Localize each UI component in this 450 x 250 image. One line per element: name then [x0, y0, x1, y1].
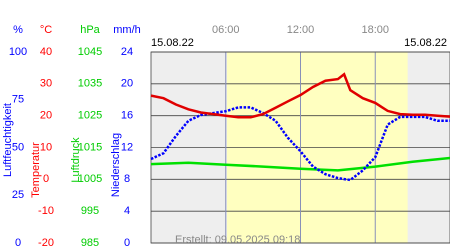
y-tick-label: 4 — [124, 205, 130, 217]
y-tick-label: 1005 — [78, 173, 102, 185]
y-tick-label: 75 — [12, 94, 24, 106]
y-tick-label: 100 — [9, 46, 27, 58]
axis-label: Luftfeuchtigkeit — [2, 103, 14, 177]
date-left: 15.08.22 — [151, 37, 194, 49]
axis-unit: % — [13, 24, 23, 36]
x-tick-label: 12:00 — [287, 24, 315, 36]
y-tick-label: 30 — [40, 78, 52, 90]
y-tick-label: 1025 — [78, 110, 102, 122]
axis-unit: hPa — [80, 24, 100, 36]
y-tick-label: 1035 — [78, 78, 102, 90]
y-tick-label: 985 — [81, 237, 99, 249]
y-tick-label: 8 — [124, 173, 130, 185]
x-tick-label: 18:00 — [361, 24, 389, 36]
plot-frame — [150, 51, 450, 244]
series-line — [150, 106, 450, 182]
y-tick-label: -10 — [38, 205, 54, 217]
plot-area — [150, 51, 450, 244]
y-tick-label: 0 — [15, 237, 21, 249]
series-line — [150, 72, 450, 119]
y-tick-label: 10 — [40, 141, 52, 153]
y-tick-label: 20 — [40, 110, 52, 122]
y-tick-label: 50 — [12, 141, 24, 153]
date-right: 15.08.22 — [404, 37, 447, 49]
series-line — [150, 156, 450, 172]
y-tick-label: 40 — [40, 46, 52, 58]
axis-label: Temperatur — [30, 142, 42, 198]
x-tick-label: 06:00 — [212, 24, 240, 36]
y-tick-label: 1015 — [78, 141, 102, 153]
y-tick-label: 1045 — [78, 46, 102, 58]
y-tick-label: 995 — [81, 205, 99, 217]
y-tick-label: 24 — [121, 46, 133, 58]
axis-label: Niederschlag — [110, 133, 122, 197]
y-tick-label: -20 — [38, 237, 54, 249]
y-tick-label: 16 — [121, 110, 133, 122]
axis-label: Luftdruck — [70, 137, 82, 183]
axis-unit: mm/h — [113, 24, 141, 36]
axis-unit: °C — [40, 24, 52, 36]
y-tick-label: 25 — [12, 189, 24, 201]
y-tick-label: 0 — [124, 237, 130, 249]
footer: Erstellt: 09.05.2025 09:18 — [175, 234, 300, 246]
y-tick-label: 0 — [43, 173, 49, 185]
y-tick-label: 20 — [121, 78, 133, 90]
y-tick-label: 12 — [121, 141, 133, 153]
